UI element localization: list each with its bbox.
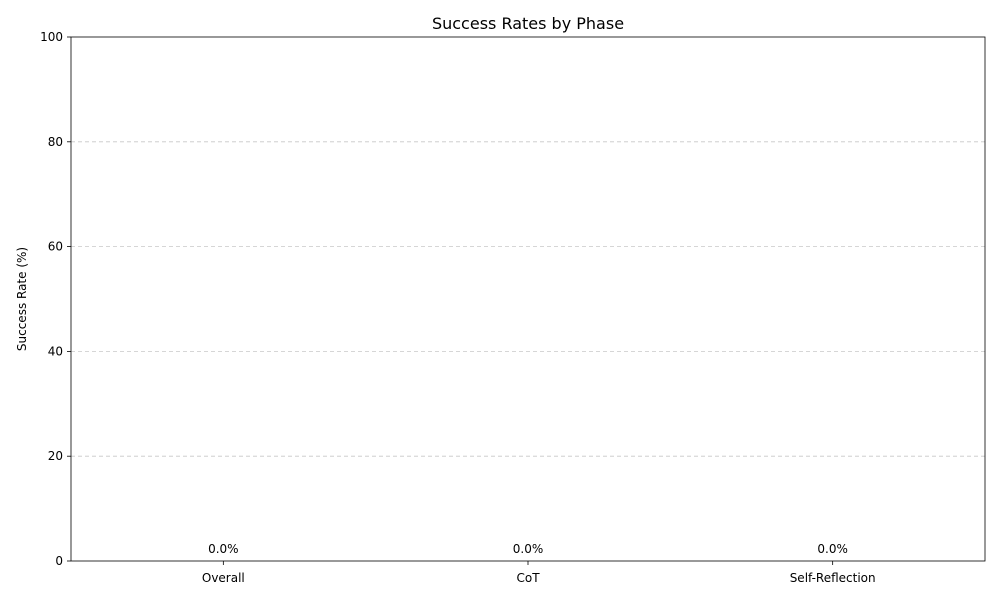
bar-value-label: 0.0% — [513, 542, 544, 556]
y-tick-label: 80 — [48, 135, 63, 149]
y-tick-label: 40 — [48, 344, 63, 358]
y-tick-label: 0 — [55, 554, 63, 568]
y-tick-label: 100 — [40, 30, 63, 44]
x-tick-label: Self-Reflection — [790, 571, 876, 585]
data-labels: 0.0% 0.0% 0.0% — [208, 542, 848, 556]
bar-value-label: 0.0% — [208, 542, 239, 556]
grid-lines — [71, 141, 985, 457]
y-axis-label: Success Rate (%) — [15, 247, 29, 351]
chart-title: Success Rates by Phase — [432, 14, 624, 33]
x-tick-label: CoT — [516, 571, 540, 585]
axes: Overall CoT Self-Reflection 0 20 40 60 80 100 — [40, 30, 986, 585]
x-tick-label: Overall — [202, 571, 245, 585]
plot-frame — [70, 36, 986, 562]
y-tick-label: 60 — [48, 240, 63, 254]
y-tick-label: 20 — [48, 449, 63, 463]
bar-value-label: 0.0% — [817, 542, 848, 556]
